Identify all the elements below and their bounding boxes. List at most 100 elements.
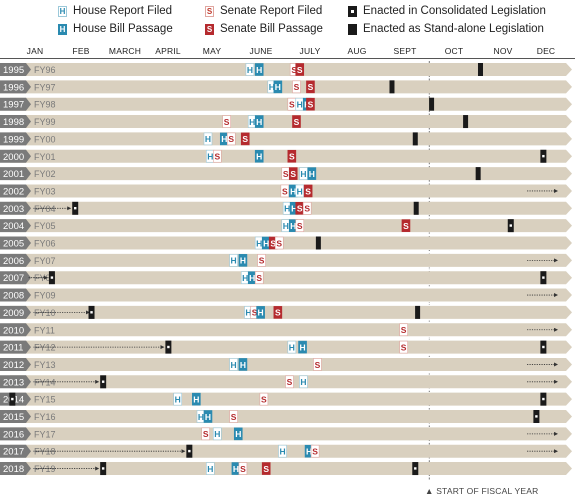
- year-label: 1997: [3, 100, 24, 111]
- consolidated-enactment-dot: [542, 397, 545, 401]
- year-label: 2002: [3, 186, 24, 197]
- consolidated-enactment-dot: [542, 154, 545, 158]
- year-row: 2004 FY05 H H S S: [0, 219, 572, 235]
- house-bill-icon: H: [58, 23, 67, 35]
- consolidated-enactment-dot: [542, 345, 545, 349]
- year-tab: [0, 184, 31, 198]
- year-row: 2013 FY14 S H: [0, 375, 572, 391]
- senate-bill-mark: [306, 97, 315, 111]
- house-bill-mark-glyph: H: [193, 394, 199, 404]
- senate-bill-mark-glyph: S: [403, 221, 409, 231]
- year-row: 2011 FY12 H H S: [0, 340, 572, 357]
- consolidated-enactment-dot: [509, 224, 512, 227]
- legend-consolidated-label: Enacted in Consolidated Legislation: [363, 5, 546, 17]
- year-row: 2018 FY19 H H S S: [0, 462, 572, 478]
- year-label: 2003: [3, 204, 24, 215]
- fiscal-year-label: FY15: [34, 395, 56, 405]
- house-bill-mark-glyph: H: [309, 169, 315, 179]
- senate-report-mark-glyph: S: [252, 308, 258, 318]
- senate-bill-mark-glyph: S: [270, 238, 276, 248]
- senate-bill-icon: S: [205, 23, 214, 35]
- year-row: 2002 FY03 S H H S: [0, 184, 572, 200]
- house-bill-mark: [203, 410, 213, 423]
- house-bill-mark: [233, 427, 243, 441]
- row-band: [10, 410, 572, 423]
- fiscal-year-label: FY01: [34, 152, 56, 162]
- year-tab: [0, 375, 31, 389]
- house-bill-mark-glyph: H: [249, 273, 255, 283]
- year-label: 2004: [3, 221, 24, 232]
- fiscal-year-label: FY10: [34, 308, 56, 318]
- house-report-mark-glyph: H: [283, 221, 289, 231]
- senate-report-mark-glyph: S: [315, 360, 321, 370]
- senate-bill-mark-glyph: S: [290, 169, 296, 179]
- house-report-mark-glyph: H: [297, 100, 303, 110]
- row-band: [10, 132, 572, 146]
- consolidated-enactment-dot: [11, 397, 14, 401]
- senate-bill-mark-glyph: S: [289, 152, 295, 162]
- senate-report-mark-glyph: S: [291, 65, 297, 75]
- senate-report-mark-glyph: S: [224, 117, 230, 127]
- year-tab: [0, 115, 31, 129]
- house-report-mark-glyph: H: [256, 238, 262, 248]
- house-report-mark-glyph: H: [245, 308, 251, 318]
- fiscal-year-label: FY14: [34, 377, 56, 387]
- senate-bill-mark: [287, 149, 297, 163]
- senate-bill-mark: [261, 462, 271, 475]
- senate-report-mark-glyph: S: [401, 325, 407, 335]
- senate-report-mark: [259, 392, 269, 406]
- year-label: 2007: [3, 273, 24, 284]
- year-row: 2009 FY10 H S H S: [0, 305, 572, 322]
- senate-bill-mark: [303, 184, 313, 198]
- senate-report-mark-glyph: S: [228, 134, 234, 144]
- senate-report-mark: [302, 202, 312, 215]
- fiscal-year-label: FY05: [34, 221, 56, 231]
- row-band: [10, 392, 572, 406]
- house-bill-mark: [273, 80, 283, 94]
- senate-report-mark: [399, 323, 408, 337]
- year-tab: [0, 323, 31, 337]
- house-bill-mark-glyph: H: [258, 308, 264, 318]
- year-label: 2000: [3, 152, 24, 163]
- fiscal-year-label: FY97: [34, 82, 56, 92]
- senate-report-mark: [226, 132, 236, 146]
- standalone-enactment-mark: [477, 63, 483, 76]
- house-report-mark: [206, 462, 215, 475]
- house-bill-mark-glyph: H: [256, 65, 262, 75]
- house-report-mark-glyph: H: [247, 65, 253, 75]
- month-label: OCT: [444, 46, 464, 56]
- consolidated-enactment-dot: [535, 415, 538, 418]
- year-tab: [0, 236, 31, 250]
- house-bill-mark-glyph: H: [240, 360, 246, 370]
- year-tab: [0, 201, 31, 215]
- house-report-mark-glyph: H: [231, 256, 237, 266]
- house-bill-mark: [254, 63, 264, 76]
- house-bill-mark-glyph: H: [221, 134, 227, 144]
- house-report-mark: [299, 167, 308, 180]
- senate-bill-mark-glyph: S: [263, 464, 269, 474]
- senate-report-mark-glyph: S: [401, 342, 407, 352]
- house-bill-mark: [307, 167, 317, 180]
- senate-report-mark: [292, 80, 301, 94]
- house-bill-mark-glyph: H: [205, 412, 211, 422]
- year-label: 1998: [3, 117, 24, 128]
- legend-senate-bill-label: Senate Bill Passage: [220, 23, 323, 35]
- fiscal-year-label: FY96: [34, 65, 56, 75]
- consolidated-enactment-dot: [414, 467, 417, 470]
- row-band: [10, 115, 572, 129]
- house-report-mark: [287, 340, 297, 354]
- house-report-mark-glyph: H: [175, 394, 181, 404]
- standalone-enactment-mark: [463, 115, 469, 129]
- house-report-mark: [278, 444, 287, 458]
- house-bill-mark-glyph: H: [233, 464, 239, 474]
- house-report-mark-glyph: H: [242, 273, 248, 283]
- legend-house-bill-label: House Bill Passage: [73, 23, 173, 35]
- row-band: [10, 271, 572, 285]
- house-report-mark: [173, 392, 182, 406]
- row-band: [10, 462, 572, 476]
- senate-bill-mark-glyph: S: [308, 100, 314, 110]
- consolidated-icon: [348, 5, 357, 17]
- senate-bill-mark: [288, 167, 298, 180]
- year-row: 1997FY98SHHS: [0, 97, 572, 114]
- year-row: 1998 FY99 S H H S: [0, 115, 572, 131]
